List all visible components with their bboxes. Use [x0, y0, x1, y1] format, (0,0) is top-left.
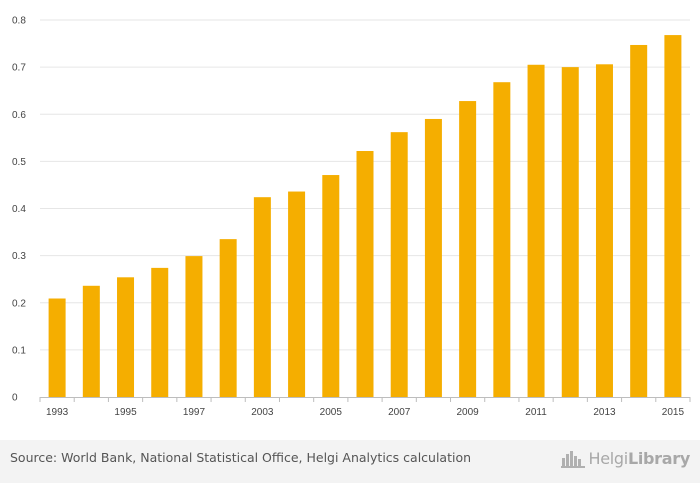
y-tick-label: 0.7	[12, 63, 26, 74]
bar-2012	[561, 67, 579, 397]
x-tick-label: 2015	[662, 407, 685, 418]
helgi-library-logo[interactable]: HelgiLibrary	[560, 449, 690, 468]
y-tick-label: 0.2	[12, 298, 26, 309]
bar-2015	[664, 35, 682, 397]
bar-2010	[493, 82, 511, 397]
source-note: Source: World Bank, National Statistical…	[10, 450, 472, 465]
bar-2006	[356, 151, 374, 397]
bar-1995	[117, 277, 135, 397]
bar-chart: 0 0.1 0.2 0.3 0.4 0.5 0.6 0.7 0.8 1993 1995 1997 20…	[12, 16, 691, 418]
bar-1993	[48, 298, 66, 397]
x-tick-label: 2011	[525, 407, 547, 418]
y-tick-label: 0.8	[12, 16, 26, 27]
x-tick-label: 2003	[251, 407, 274, 418]
y-tick-label: 0.4	[12, 204, 26, 215]
bar-2011	[527, 64, 545, 398]
bar-2014	[630, 44, 648, 397]
bar-2008	[424, 118, 442, 398]
chart-footer: Source: World Bank, National Statistical…	[0, 440, 700, 483]
y-tick-label: 0.3	[12, 251, 26, 262]
bar-1996	[151, 267, 169, 397]
y-axis: 0 0.1 0.2 0.3 0.4 0.5 0.6 0.7 0.8	[12, 16, 26, 404]
y-tick-label: 0	[12, 393, 18, 404]
bar-1998	[219, 239, 237, 397]
logo-text-library: Library	[627, 449, 690, 468]
city-skyline-icon	[560, 450, 585, 468]
bar-2005	[322, 175, 340, 397]
x-tick-label: 2013	[593, 407, 616, 418]
x-tick-label: 1997	[183, 407, 206, 418]
bar-2004	[288, 191, 306, 397]
x-axis	[39, 397, 691, 402]
y-tick-label: 0.6	[12, 110, 26, 121]
bar-1994	[82, 285, 100, 397]
x-tick-label: 2005	[320, 407, 343, 418]
bar-2009	[459, 101, 477, 398]
x-tick-label: 1993	[46, 407, 69, 418]
x-tick-label: 1995	[114, 407, 137, 418]
bar-2007	[390, 132, 408, 397]
y-tick-label: 0.1	[12, 345, 26, 356]
bars	[48, 35, 682, 398]
bar-2013	[595, 64, 613, 398]
x-tick-label: 2009	[457, 407, 480, 418]
bar-1997	[185, 256, 203, 397]
x-axis-labels: 1993 1995 1997 2003 2005 2007 2009 2011 2013 2015	[46, 407, 684, 418]
x-tick-label: 2007	[388, 407, 411, 418]
bar-2003	[253, 197, 271, 397]
logo-text-helgi: Helgi	[588, 449, 629, 468]
y-tick-label: 0.5	[12, 157, 26, 168]
